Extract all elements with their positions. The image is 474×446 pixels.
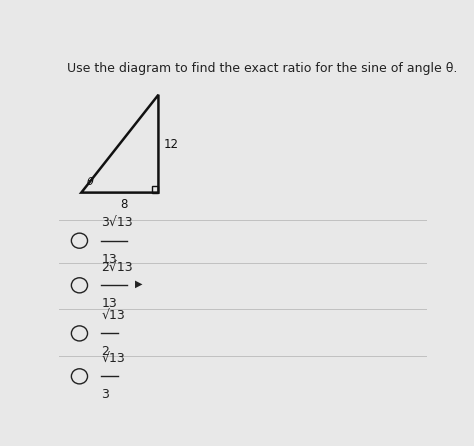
Text: 3: 3 <box>101 388 109 401</box>
Text: ▶: ▶ <box>135 279 142 289</box>
Text: 8: 8 <box>120 198 127 211</box>
Text: 13: 13 <box>101 253 117 266</box>
Text: 12: 12 <box>164 138 179 151</box>
Text: Use the diagram to find the exact ratio for the sine of angle θ.: Use the diagram to find the exact ratio … <box>66 62 457 75</box>
Text: 2√13: 2√13 <box>101 260 133 273</box>
Text: θ: θ <box>87 177 93 187</box>
Text: 13: 13 <box>101 297 117 310</box>
Text: 3√13: 3√13 <box>101 216 133 229</box>
Text: √13: √13 <box>101 308 125 322</box>
Text: 2: 2 <box>101 345 109 359</box>
Text: √13: √13 <box>101 351 125 364</box>
